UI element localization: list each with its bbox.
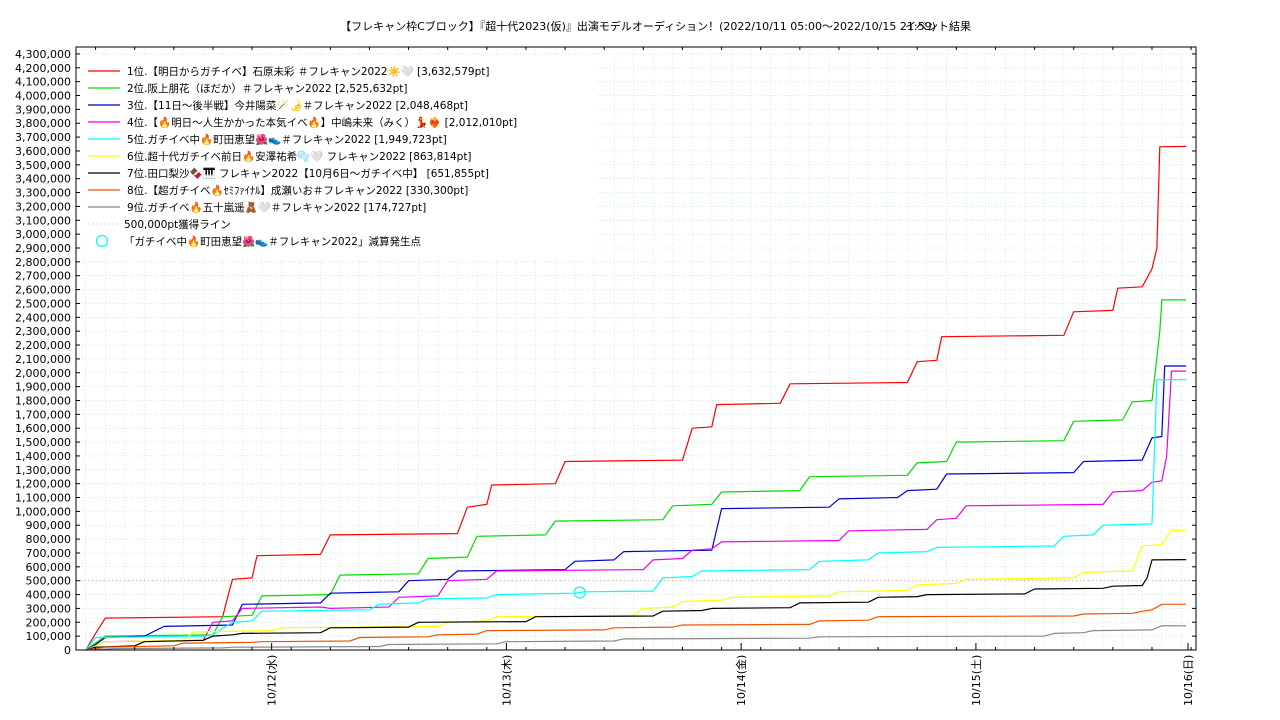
marker-layer: [573, 586, 586, 599]
y-tick-label: 3,200,000: [15, 200, 71, 213]
y-tick-label: 300,000: [26, 602, 72, 615]
legend-entry-3: 3位.【11日〜後半戦】今井陽菜🪄🌛＃フレキャン2022 [2,048,468p…: [127, 99, 468, 112]
legend-entry-2: 2位.阪上朋花（ほだか）＃フレキャン2022 [2,525,632pt]: [127, 82, 408, 95]
y-tick-label: 1,500,000: [15, 436, 71, 449]
series-line-9: [85, 625, 1187, 651]
legend-entry-1: 1位.【明日からガチイベ】石原未彩 ＃フレキャン2022☀️🤍 [3,632,5…: [127, 65, 489, 78]
y-tick-label: 4,300,000: [15, 48, 71, 61]
y-tick-label: 100,000: [26, 630, 72, 643]
y-tick-label: 3,000,000: [15, 228, 71, 241]
y-tick-label: 0: [64, 644, 71, 657]
y-tick-label: 800,000: [26, 533, 72, 546]
legend-entry-6: 6位.超十代ガチイベ前日🔥安澤祐希🫧🤍 フレキャン2022 [863,814pt…: [127, 150, 472, 163]
y-tick-label: 2,300,000: [15, 325, 71, 338]
x-tick-label: 10/12(水): [266, 655, 279, 706]
y-tick-label: 600,000: [26, 561, 72, 574]
y-tick-label: 3,500,000: [15, 159, 71, 172]
legend-entry-5: 5位.ガチイベ中🔥町田恵望🌺👟＃フレキャン2022 [1,949,723pt]: [127, 133, 447, 146]
x-tick-label: 10/16(日): [1182, 655, 1195, 706]
series-layer: [85, 145, 1187, 651]
y-tick-label: 2,100,000: [15, 353, 71, 366]
series-line-4: [85, 370, 1187, 651]
series-line-2: [85, 299, 1187, 651]
y-tick-label: 2,200,000: [15, 339, 71, 352]
y-tick-label: 3,400,000: [15, 173, 71, 186]
y-tick-label: 2,500,000: [15, 297, 71, 310]
y-tick-label: 1,400,000: [15, 450, 71, 463]
y-tick-label: 4,000,000: [15, 90, 71, 103]
y-tick-label: 1,100,000: [15, 492, 71, 505]
legend-entry-9: 9位.ガチイベ🔥五十嵐遥🧸🤍＃フレキャン2022 [174,727pt]: [127, 201, 426, 214]
series-line-1: [85, 145, 1187, 651]
legend-entry-8: 8位.【超ガチイベ🔥ｾﾐﾌｧｲﾅﾙ】成瀬いお＃フレキャン2022 [330,30…: [127, 184, 468, 197]
legend: 1位.【明日からガチイベ】石原未彩 ＃フレキャン2022☀️🤍 [3,632,5…: [84, 55, 596, 260]
y-tick-label: 2,800,000: [15, 256, 71, 269]
y-tick-label: 1,900,000: [15, 381, 71, 394]
x-tick-label: 10/14(金): [734, 655, 748, 706]
series-line-3: [85, 365, 1187, 651]
legend-swatch-marker: [95, 234, 109, 248]
y-tick-label: 200,000: [26, 616, 72, 629]
y-tick-label: 1,600,000: [15, 422, 71, 435]
y-tick-label: 3,100,000: [15, 214, 71, 227]
y-tick-label: 1,700,000: [15, 408, 71, 421]
y-tick-label: 4,100,000: [15, 76, 71, 89]
x-axis: 10/12(水) 10/13(木) 10/14(金) 10/15(土) 10/16(日): [95, 47, 1195, 706]
y-tick-label: 700,000: [26, 547, 72, 560]
y-tick-label: 2,700,000: [15, 270, 71, 283]
legend-entry-marker: 「ガチイベ中🔥町田恵望🌺👟＃フレキャン2022」減算発生点: [124, 235, 421, 248]
y-tick-label: 2,000,000: [15, 367, 71, 380]
legend-entry-reference: 500,000pt獲得ライン: [124, 218, 231, 231]
y-axis: 0100,000200,000300,000400,000500,000600,…: [15, 48, 1196, 657]
y-tick-label: 3,700,000: [15, 131, 71, 144]
y-tick-label: 400,000: [26, 589, 72, 602]
y-tick-label: 900,000: [26, 519, 72, 532]
x-tick-label: 10/15(土): [970, 655, 983, 706]
x-tick-label: 10/13(木): [500, 655, 513, 706]
y-tick-label: 500,000: [26, 575, 72, 588]
legend-entry-4: 4位.【🔥明日〜人生かかった本気イベ🔥】中嶋未来（みく）💃❤️‍🔥 [2,012…: [127, 116, 517, 129]
legend-background: [84, 55, 596, 260]
y-tick-label: 4,200,000: [15, 62, 71, 75]
y-tick-label: 2,400,000: [15, 311, 71, 324]
y-tick-label: 3,900,000: [15, 103, 71, 116]
deduction-marker: [573, 586, 586, 599]
y-tick-label: 1,200,000: [15, 478, 71, 491]
y-tick-label: 1,800,000: [15, 394, 71, 407]
series-line-5: [85, 379, 1187, 651]
legend-entry-7: 7位.田口梨沙🍫🎹 フレキャン2022【10月6日〜ガチイベ中】 [651,85…: [127, 167, 489, 180]
y-tick-label: 2,600,000: [15, 284, 71, 297]
series-line-6: [85, 529, 1187, 651]
y-tick-label: 1,300,000: [15, 464, 71, 477]
y-tick-label: 1,000,000: [15, 505, 71, 518]
series-line-7: [85, 558, 1187, 651]
y-tick-label: 3,300,000: [15, 187, 71, 200]
chart-title: 【フレキャン枠Cブロック】『超十代2023(仮)』出演モデルオーディション！(2…: [340, 19, 936, 33]
chart-subtitle: イベント結果: [905, 19, 971, 33]
plot-frame: [75, 46, 1197, 651]
series-line-8: [85, 603, 1187, 651]
y-tick-label: 3,800,000: [15, 117, 71, 130]
y-tick-label: 3,600,000: [15, 145, 71, 158]
y-tick-label: 2,900,000: [15, 242, 71, 255]
